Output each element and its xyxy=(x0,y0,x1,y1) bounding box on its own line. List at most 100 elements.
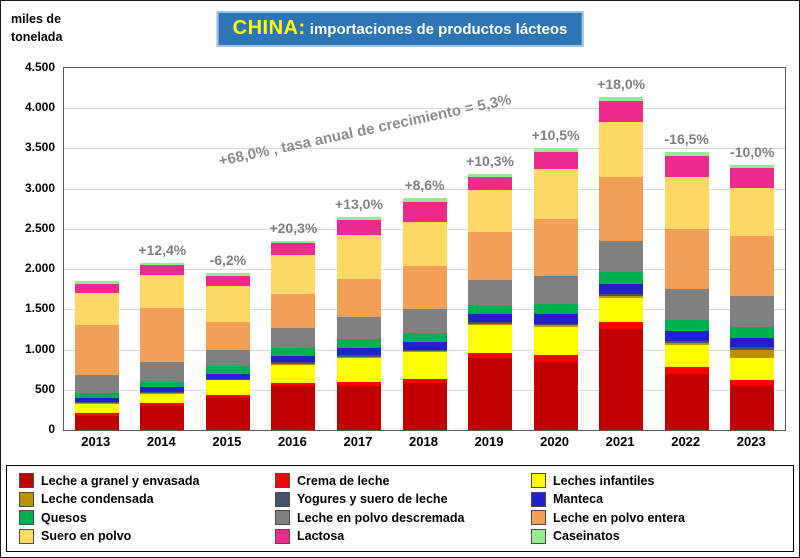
bar-segment xyxy=(599,296,644,299)
bar-segment xyxy=(533,169,578,220)
bar-segment xyxy=(336,385,381,430)
legend-item: Manteca xyxy=(531,491,781,507)
bar-segment xyxy=(336,347,381,356)
y-tick-label: 4.500 xyxy=(24,60,55,74)
bar-segment xyxy=(140,403,185,406)
bar-segment xyxy=(730,164,775,168)
legend-item: Leches infantiles xyxy=(531,473,781,488)
bar-segment xyxy=(271,356,316,363)
legend-label: Leche condensada xyxy=(41,492,154,507)
legend-label: Leche en polvo entera xyxy=(553,510,685,525)
bar-segment xyxy=(205,380,250,395)
growth-label: +20,3% xyxy=(269,219,318,236)
bar-segment xyxy=(205,394,250,398)
bar-segment xyxy=(74,402,119,404)
bar-segment xyxy=(730,385,775,430)
growth-label: -10,0% xyxy=(730,143,775,160)
bar-segment xyxy=(533,219,578,276)
bar-segment xyxy=(271,327,316,348)
y-tick-label: 3.500 xyxy=(24,140,55,155)
y-tick-label: 500 xyxy=(34,381,55,396)
legend-label: Leches infantiles xyxy=(553,473,655,488)
bar-segment xyxy=(664,331,709,341)
bar-segment xyxy=(205,373,250,379)
bar-segment xyxy=(533,314,578,324)
x-tick-label: 2020 xyxy=(540,434,570,449)
bar-segment xyxy=(468,280,513,305)
bar-segment xyxy=(336,357,381,382)
x-tick-label: 2018 xyxy=(409,434,438,449)
bar-segment xyxy=(664,151,709,156)
bar-segment xyxy=(336,355,381,357)
bar-segment xyxy=(599,101,644,122)
bar-segment xyxy=(74,413,119,416)
bar-segment xyxy=(271,364,316,365)
bar-segment xyxy=(271,347,316,356)
bar-segment xyxy=(599,176,644,241)
bar-segment xyxy=(74,325,119,376)
bar-segment xyxy=(533,327,578,356)
y-tick-label: 1.000 xyxy=(24,341,55,356)
bar-segment xyxy=(402,332,447,342)
bar-segment xyxy=(140,265,185,275)
legend-label: Lactosa xyxy=(297,529,345,544)
growth-label: +18,0% xyxy=(597,75,646,92)
y-tick-label: 3.000 xyxy=(24,180,55,195)
legend: Leche a granel y envasada Crema de leche L… xyxy=(6,465,794,552)
bar-segment xyxy=(402,308,447,333)
bar-segment xyxy=(730,349,775,358)
legend-item: Leche condensada xyxy=(19,491,269,507)
legend-item: Lactosa xyxy=(275,528,525,544)
bar-segment xyxy=(730,167,775,188)
bar-segment xyxy=(533,303,578,315)
bar-segment xyxy=(402,383,447,430)
bar-segment xyxy=(599,298,644,323)
legend-swatch xyxy=(19,510,34,526)
growth-label: +12,4% xyxy=(138,241,187,258)
y-tick-label: 2.000 xyxy=(24,261,55,276)
bar-segment xyxy=(140,381,185,388)
bar-segment xyxy=(599,240,644,272)
legend-item: Leche en polvo entera xyxy=(531,510,781,526)
bar-segment xyxy=(730,236,775,297)
growth-label: +8,6% xyxy=(404,177,445,194)
legend-label: Suero en polvo xyxy=(41,529,132,544)
legend-swatch xyxy=(531,491,546,507)
bar-segment xyxy=(468,177,513,191)
bar-segment xyxy=(336,216,381,221)
legend-item: Leche en polvo descremada xyxy=(275,510,525,526)
bar-segment xyxy=(402,265,447,309)
bar-segment xyxy=(533,275,578,304)
x-tick-label: 2014 xyxy=(146,434,176,449)
bar-segment xyxy=(664,176,709,229)
bar-segment xyxy=(730,380,775,386)
bar-segment xyxy=(336,220,381,235)
bar-segment xyxy=(140,393,185,394)
legend-label: Leche a granel y envasada xyxy=(41,473,200,488)
legend-swatch xyxy=(531,473,546,488)
legend-label: Quesos xyxy=(41,510,87,525)
legend-item: Yogures y suero de leche xyxy=(275,491,525,507)
bar-segment xyxy=(74,397,119,402)
bar-segment xyxy=(468,323,513,325)
legend-label: Caseinatos xyxy=(553,529,620,544)
bar-segment xyxy=(74,415,119,430)
legend-swatch xyxy=(275,528,290,544)
bar-segment xyxy=(336,339,381,348)
legend-swatch xyxy=(531,528,546,544)
bar-segment xyxy=(271,294,316,328)
bar-segment xyxy=(402,221,447,266)
bar-segment xyxy=(205,275,250,287)
bar-segment xyxy=(336,234,381,279)
bar-segment xyxy=(664,373,709,430)
bar-segment xyxy=(533,355,578,362)
bar-segment xyxy=(402,341,447,350)
bar-segment xyxy=(271,255,316,295)
legend-label: Yogures y suero de leche xyxy=(297,492,448,507)
x-tick-label: 2015 xyxy=(212,434,242,449)
x-tick-label: 2021 xyxy=(605,434,635,449)
bar-segment xyxy=(140,307,185,362)
legend-item: Caseinatos xyxy=(531,528,781,544)
growth-label: -16,5% xyxy=(664,130,709,147)
